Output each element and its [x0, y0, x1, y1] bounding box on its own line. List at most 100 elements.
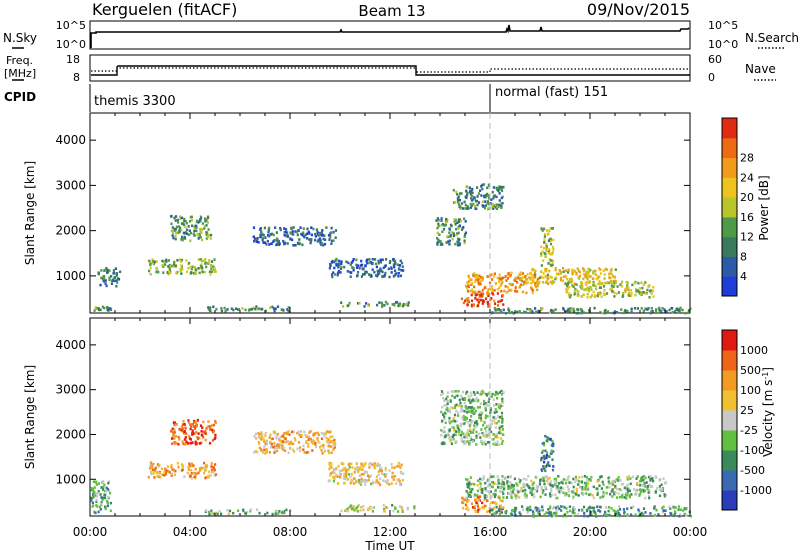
- power-cell: [382, 266, 385, 270]
- velocity-cell: [176, 462, 179, 465]
- power-cell: [550, 264, 553, 267]
- velocity-cell: [212, 512, 215, 515]
- power-cell: [209, 264, 213, 268]
- power-cell: [290, 232, 293, 235]
- velocity-cell: [524, 488, 527, 492]
- power-cell: [534, 273, 537, 276]
- power-cell: [318, 237, 322, 240]
- power-cell: [355, 258, 358, 262]
- power-cell: [505, 291, 508, 294]
- power-cell: [314, 235, 317, 238]
- velocity-cell: [547, 508, 550, 511]
- velocity-cell: [490, 475, 493, 479]
- velocity-cell: [466, 411, 469, 414]
- velocity-cell: [500, 442, 504, 445]
- velocity-cell: [495, 505, 498, 509]
- power-cell: [200, 263, 203, 266]
- power-cell: [106, 271, 109, 274]
- power-cell: [486, 192, 489, 196]
- power-cell: [473, 280, 477, 283]
- velocity-cell: [618, 505, 621, 508]
- velocity-cell: [484, 435, 487, 439]
- velocity-cell: [623, 486, 626, 490]
- power-cell: [491, 204, 494, 208]
- velocity-cell: [320, 437, 324, 441]
- velocity-cell: [547, 437, 550, 440]
- velocity-cell: [470, 405, 473, 409]
- velocity-cell: [275, 449, 279, 453]
- velocity-cell: [205, 465, 208, 468]
- velocity-cell: [590, 475, 593, 479]
- power-cell: [493, 195, 496, 198]
- velocity-cell: [310, 440, 313, 444]
- velocity-cell: [510, 496, 513, 500]
- velocity-cell: [644, 485, 647, 488]
- velocity-cell: [488, 397, 491, 401]
- velocity-cell: [192, 425, 196, 428]
- freq-tick-lo: 8: [73, 71, 80, 84]
- velocity-cell: [599, 510, 602, 513]
- velocity-cell: [183, 443, 187, 446]
- velocity-cell: [505, 496, 509, 499]
- velocity-cell: [91, 501, 94, 505]
- velocity-cell: [512, 484, 515, 487]
- velocity-cell: [475, 430, 478, 434]
- velocity-cell: [343, 482, 346, 485]
- velocity-cell: [593, 510, 596, 514]
- velocity-cell: [371, 510, 374, 513]
- power-cell: [535, 285, 538, 288]
- velocity-cell: [160, 467, 163, 471]
- velocity-cell: [463, 439, 466, 443]
- velocity-cell: [461, 409, 464, 412]
- power-cell: [346, 304, 350, 308]
- velocity-cell: [546, 464, 549, 467]
- power-cell: [584, 282, 587, 285]
- velocity-cell: [626, 494, 629, 497]
- power-cell: [371, 268, 374, 271]
- velocity-cell: [483, 421, 486, 424]
- velocity-cell: [463, 442, 466, 446]
- velocity-cell: [550, 487, 553, 491]
- power-cell: [479, 298, 482, 302]
- velocity-cell: [329, 472, 332, 475]
- power-cell: [613, 275, 616, 278]
- velocity-cell: [355, 462, 358, 466]
- velocity-cell: [510, 489, 513, 493]
- power-cell: [152, 260, 155, 263]
- power-cell: [380, 269, 383, 272]
- power-cell: [485, 195, 488, 199]
- power-cell: [469, 289, 472, 293]
- velocity-cell: [549, 505, 552, 509]
- power-cell: [197, 258, 200, 261]
- velocity-cell: [321, 452, 324, 455]
- velocity-cell: [611, 483, 614, 486]
- power-cell: [193, 229, 196, 233]
- power-cell: [490, 285, 494, 288]
- velocity-cell: [102, 480, 105, 483]
- velocity-cell: [683, 512, 686, 516]
- velocity-cell: [472, 398, 475, 401]
- power-cell: [490, 273, 494, 276]
- velocity-cell: [188, 462, 191, 466]
- velocity-cell: [307, 450, 310, 454]
- velocity-cell: [325, 436, 328, 440]
- power-cell: [473, 272, 476, 275]
- power-cell: [272, 233, 275, 237]
- velocity-cell: [330, 466, 333, 469]
- power-cell: [464, 203, 467, 207]
- power-cell: [489, 298, 492, 302]
- velocity-cell: [500, 389, 503, 393]
- power-cell: [577, 276, 580, 279]
- velocity-cell: [350, 472, 353, 476]
- velocity-cell: [360, 473, 363, 476]
- power-cell: [101, 277, 104, 280]
- power-cell: [402, 304, 405, 308]
- velocity-cell: [642, 484, 645, 487]
- power-cell: [613, 281, 616, 285]
- velocity-cell: [489, 419, 492, 422]
- velocity-cell: [384, 468, 387, 472]
- power-cell: [444, 223, 447, 227]
- power-cell: [587, 289, 590, 293]
- velocity-cell: [572, 477, 575, 481]
